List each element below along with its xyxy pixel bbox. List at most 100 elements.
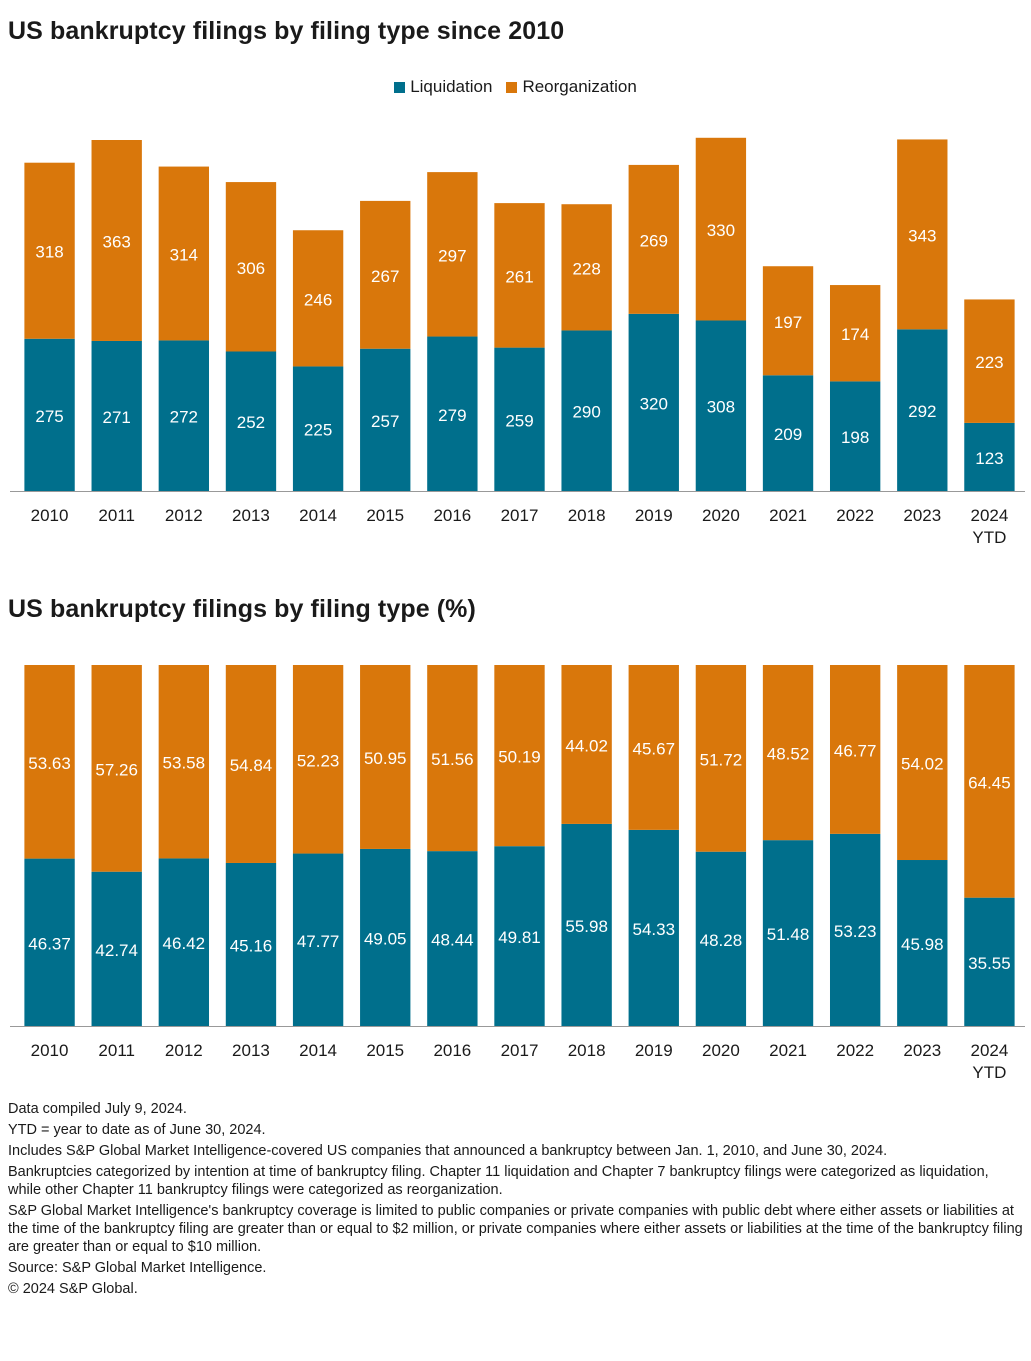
bar-liquidation [158,340,210,491]
bar-liquidation [494,347,545,491]
x-tick-label: 2020 [702,506,740,525]
bar-liquidation [561,823,612,1026]
data-label-liquidation: 45.16 [230,936,273,955]
x-tick-label: 2016 [433,506,471,525]
bar-reorganization [829,285,881,382]
x-tick-label: 2020 [702,1041,740,1060]
data-label-reorganization: 53.58 [163,754,206,773]
bar-liquidation [427,851,478,1026]
x-tick-label: 2021 [769,1041,807,1060]
bar-reorganization [762,266,814,376]
data-label-reorganization: 51.56 [431,750,474,769]
footnote: Source: S&P Global Market Intelligence. [8,1260,267,1276]
bar-reorganization [292,665,344,854]
bar-reorganization [427,172,478,337]
bar-liquidation [897,860,948,1026]
data-label-liquidation: 308 [707,398,735,417]
data-label-reorganization: 64.45 [968,773,1011,792]
bar-liquidation [225,862,277,1026]
data-label-liquidation: 275 [35,407,63,426]
x-tick-label: 2021 [769,506,807,525]
bar-liquidation [494,846,545,1026]
bar-liquidation [360,348,411,491]
footnote: Includes S&P Global Market Intelligence-… [8,1143,888,1159]
x-tick-label: 2010 [31,1041,69,1060]
x-tick-label: 2022 [836,506,874,525]
bar-reorganization [24,665,75,859]
bar-reorganization [695,665,747,852]
bar-reorganization [561,204,612,331]
bar-liquidation [695,851,747,1026]
data-label-liquidation: 259 [505,411,533,430]
data-label-reorganization: 53.63 [28,754,71,773]
x-tick-label: 2017 [501,1041,539,1060]
data-label-liquidation: 257 [371,412,399,431]
data-label-liquidation: 35.55 [968,954,1011,973]
bar-reorganization [225,665,277,863]
bar-liquidation [158,858,210,1026]
footnotes: Data compiled July 9, 2024. YTD = year t… [8,1100,1023,1301]
data-label-reorganization: 343 [908,226,936,245]
bar-liquidation [628,829,679,1026]
data-label-reorganization: 50.95 [364,749,407,768]
data-label-reorganization: 261 [505,267,533,286]
bar-liquidation [24,338,75,491]
bar-liquidation [91,871,142,1026]
bar-liquidation [829,833,881,1026]
data-label-liquidation: 45.98 [901,935,944,954]
data-label-liquidation: 49.81 [498,928,541,947]
bar-reorganization [561,665,612,824]
data-label-liquidation: 225 [304,421,332,440]
data-label-liquidation: 42.74 [95,941,138,960]
x-tick-label: 2024 [971,506,1009,525]
x-tick-label: 2014 [299,506,337,525]
bar-reorganization [829,665,881,834]
x-tick-label: 2018 [568,506,606,525]
bar-liquidation [964,422,1015,491]
footnote: S&P Global Market Intelligence's bankrup… [8,1203,1023,1255]
bar-liquidation [292,366,344,491]
x-tick-label: 2015 [366,1041,404,1060]
legend-label-liquidation: Liquidation [410,77,493,96]
bar-reorganization [762,665,814,841]
bar-reorganization [897,665,948,861]
footnote: Bankruptcies categorized by intention at… [8,1164,989,1198]
footnote: © 2024 S&P Global. [8,1281,138,1297]
bar-liquidation [24,858,75,1026]
data-label-liquidation: 54.33 [632,920,675,939]
chart-title: US bankruptcy filings by filing type sin… [8,17,565,45]
data-label-liquidation: 49.05 [364,929,407,948]
data-label-reorganization: 363 [103,232,131,251]
data-label-reorganization: 246 [304,290,332,309]
data-label-liquidation: 290 [572,403,600,422]
data-label-reorganization: 228 [572,259,600,278]
x-tick-label: 2019 [635,506,673,525]
data-label-reorganization: 314 [170,245,198,264]
x-tick-label: 2010 [31,506,69,525]
bar-reorganization [494,665,545,847]
x-tick-label: 2024 [971,1041,1009,1060]
bar-reorganization [964,299,1015,423]
x-tick-label: 2016 [433,1041,471,1060]
bar-reorganization [427,665,478,852]
bar-reorganization [91,665,142,872]
data-label-reorganization: 46.77 [834,741,877,760]
bar-liquidation [964,897,1015,1026]
x-tick-label: 2019 [635,1041,673,1060]
x-tick-label: 2012 [165,506,203,525]
stacked-bar-chart-counts: 275 318 2010 271 363 2011 272 314 2012 252 306 2013… [10,137,1025,547]
bar-liquidation [829,381,881,491]
data-label-liquidation: 48.44 [431,931,474,950]
data-label-reorganization: 269 [640,231,668,250]
bar-reorganization [628,164,679,314]
bar-reorganization [292,230,344,367]
x-tick-label: 2023 [903,1041,941,1060]
data-label-liquidation: 123 [975,449,1003,468]
bar-reorganization [91,140,142,341]
bar-reorganization [360,200,411,349]
footnote: Data compiled July 9, 2024. [8,1101,187,1117]
data-label-liquidation: 46.37 [28,934,71,953]
x-tick-label: 2023 [903,506,941,525]
legend-swatch-liquidation [394,81,406,93]
x-tick-label: 2012 [165,1041,203,1060]
